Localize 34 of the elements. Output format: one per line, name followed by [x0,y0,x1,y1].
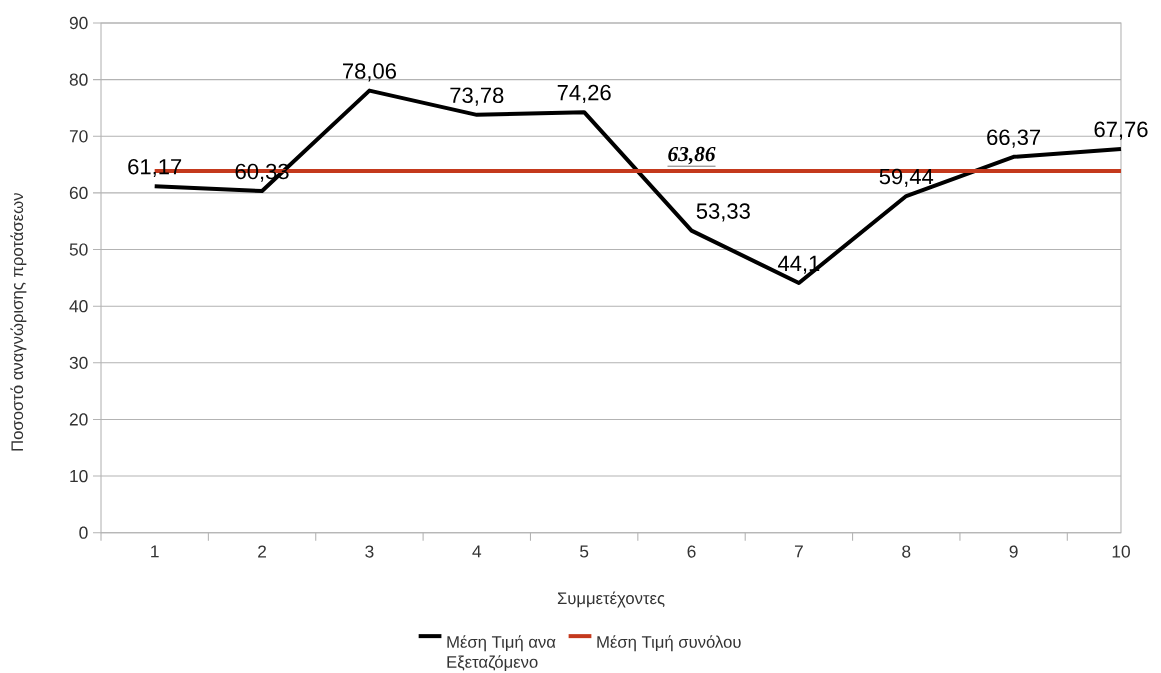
y-tick-label: 90 [69,16,88,30]
data-label: 61,17 [128,158,182,178]
data-label: 59,44 [879,168,934,187]
data-label: 74,26 [557,84,611,103]
x-tick-label: 4 [472,545,482,558]
data-label: 67,76 [1094,121,1148,140]
x-axis-title: Συμμετέχοντες [557,591,665,608]
data-label: 53,33 [696,203,750,222]
data-label: 66,37 [987,129,1041,148]
data-label: 78,06 [343,63,396,82]
x-tick-label: 2 [258,545,266,558]
legend-label: Μέση Τιμή ανα Εξεταζόμενο [447,635,556,671]
y-tick-label: 50 [69,243,88,256]
y-tick-label: 10 [70,469,88,483]
legend-label: Μέση Τιμή συνόλου [597,635,741,652]
data-label: 73,78 [450,87,504,106]
x-tick-label: 9 [1009,545,1018,558]
y-tick-label: 0 [79,526,88,539]
y-tick-label: 70 [69,130,88,143]
x-tick-label: 3 [365,545,374,558]
y-tick-label: 60 [69,186,88,200]
data-label: 63,86 [668,146,716,165]
y-axis-title: Ποσοστό αναγνώρισης προτάσεων [10,193,27,451]
x-tick-label: 1 [151,545,159,558]
x-tick-label: 5 [580,545,589,558]
y-tick-label: 80 [69,73,88,86]
x-tick-label: 10 [1112,545,1130,558]
x-tick-label: 7 [794,545,803,558]
y-tick-label: 40 [69,300,88,313]
data-label: 60,33 [235,163,289,182]
y-tick-label: 20 [69,413,88,426]
y-tick-label: 30 [69,356,88,369]
x-tick-label: 6 [687,545,696,558]
x-tick-label: 8 [902,545,911,558]
